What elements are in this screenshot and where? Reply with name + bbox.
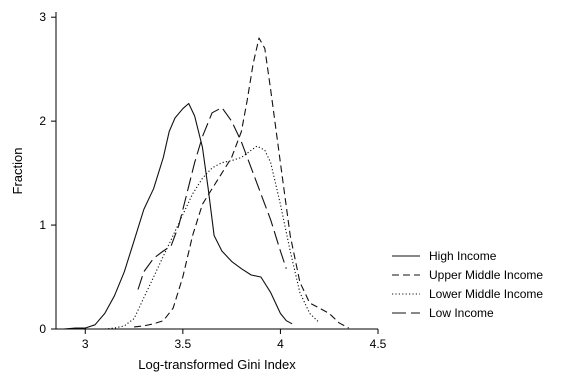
series-line-4 xyxy=(137,107,287,290)
legend-label-2: Upper Middle Income xyxy=(429,268,543,282)
series-line-3 xyxy=(104,145,320,330)
legend-label-1: High Income xyxy=(429,249,497,263)
x-tick-label-2: 4 xyxy=(277,337,284,351)
x-tick-label-0: 3 xyxy=(82,337,89,351)
x-ticks: 3 3.5 4 4.5 xyxy=(82,329,387,351)
x-tick-label-3: 4.5 xyxy=(370,337,387,351)
series-line-2 xyxy=(134,37,349,329)
y-tick-label-3: 3 xyxy=(39,10,46,24)
x-axis-title: Log-transformed Gini Index xyxy=(138,357,296,372)
legend: High Income Upper Middle Income Lower Midd… xyxy=(392,249,543,320)
x-tick-label-1: 3.5 xyxy=(175,337,192,351)
series-group xyxy=(63,37,349,330)
legend-label-3: Lower Middle Income xyxy=(429,287,543,301)
y-axis-title: Fraction xyxy=(10,148,25,195)
series-line-1 xyxy=(63,102,293,330)
y-tick-label-2: 2 xyxy=(39,114,46,128)
y-tick-label-0: 0 xyxy=(39,322,46,336)
y-ticks: 0 1 2 3 xyxy=(39,10,56,336)
plot-area xyxy=(56,12,378,329)
y-tick-label-1: 1 xyxy=(39,218,46,232)
legend-label-4: Low Income xyxy=(429,306,494,320)
